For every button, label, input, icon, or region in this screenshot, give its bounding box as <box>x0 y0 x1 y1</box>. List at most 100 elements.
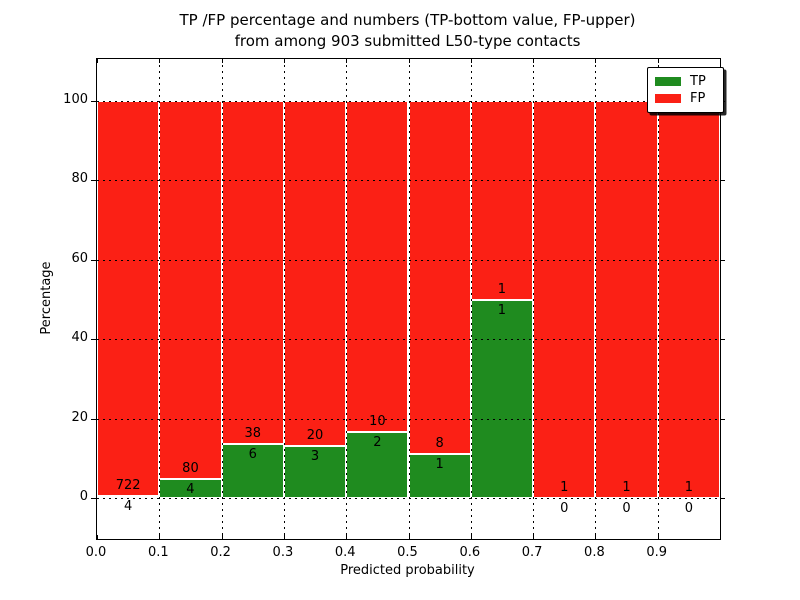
chart-title: TP /FP percentage and numbers (TP-bottom… <box>96 10 719 52</box>
tp-count-label: 1 <box>497 302 507 318</box>
fp-bar-segment <box>533 101 596 498</box>
x-tick <box>408 535 410 539</box>
tp-count-label: 0 <box>560 501 569 516</box>
tp-color-swatch <box>655 77 681 86</box>
x-tick <box>595 59 597 63</box>
x-tick <box>97 59 98 63</box>
x-tick <box>533 59 535 63</box>
y-tick <box>91 498 96 499</box>
tp-count-label: 1 <box>435 456 444 472</box>
tp-count-label: 6 <box>248 446 257 462</box>
fp-bar-segment <box>97 101 160 496</box>
x-tick <box>595 535 597 539</box>
y-tick <box>720 418 725 420</box>
tp-bar-segment <box>470 299 534 498</box>
x-tick <box>221 59 223 63</box>
gridline-v <box>533 59 535 539</box>
y-tick-label: 80 <box>71 171 88 187</box>
tp-count-label: 3 <box>310 449 320 465</box>
x-tick <box>159 535 161 539</box>
tp-count-label: 0 <box>622 501 631 516</box>
fp-color-swatch <box>655 94 681 103</box>
fp-bar-segment <box>657 101 720 498</box>
fp-count-label: 8 <box>435 435 444 451</box>
y-tick-label: 100 <box>63 92 88 107</box>
x-tick <box>159 59 161 63</box>
fp-count-label: 80 <box>182 461 199 477</box>
fp-bar-segment <box>408 101 471 454</box>
gridline-v <box>595 59 597 539</box>
legend: TP FP <box>647 67 724 113</box>
x-tick-label: 0.9 <box>646 545 668 560</box>
fp-count-label: 1 <box>560 480 569 495</box>
x-axis-label: Predicted probability <box>340 563 475 578</box>
y-tick <box>720 180 725 182</box>
tp-bar-segment <box>283 446 347 498</box>
x-tick <box>533 535 535 539</box>
x-tick <box>283 535 285 539</box>
gridline-v <box>159 59 161 539</box>
fp-bar-segment <box>283 101 347 447</box>
gridline-v <box>657 59 659 539</box>
fp-bar-segment <box>470 101 534 300</box>
x-tick-label: 0.2 <box>210 545 231 560</box>
fp-bar-segment <box>221 101 284 444</box>
x-tick-label: 0.7 <box>521 545 543 560</box>
x-tick <box>346 535 348 539</box>
x-tick-label: 0.6 <box>459 545 481 560</box>
fp-count-label: 722 <box>115 477 141 493</box>
x-tick <box>97 535 98 539</box>
gridline-v <box>346 59 348 539</box>
chart-title-line1: TP /FP percentage and numbers (TP-bottom… <box>179 11 636 29</box>
tp-count-label: 4 <box>186 482 195 498</box>
x-tick-label: 0.5 <box>397 545 418 560</box>
fp-count-label: 10 <box>369 413 386 429</box>
fp-count-label: 1 <box>684 480 693 495</box>
y-tick <box>720 259 725 261</box>
y-tick <box>91 418 96 420</box>
y-axis-label: Percentage <box>39 261 54 335</box>
chart-title-line2: from among 903 submitted L50-type contac… <box>234 32 581 50</box>
tp-count-label: 2 <box>373 434 382 450</box>
tp-count-label: 4 <box>124 498 133 514</box>
y-tick-label: 60 <box>71 250 88 266</box>
y-tick <box>91 259 96 261</box>
gridline-v <box>470 59 472 539</box>
x-tick-label: 0.1 <box>147 545 169 560</box>
x-tick-label: 0.8 <box>584 545 605 560</box>
plot-area: TP FP 722 4 80 4 38 6 20 3 10 2 8 1 1 1 1 0 1 0 1 0 <box>91 58 725 540</box>
y-tick-label: 20 <box>71 409 88 425</box>
x-tick-label: 0.3 <box>272 545 294 560</box>
x-tick <box>408 59 410 63</box>
fp-bar-segment <box>159 101 222 480</box>
gridline-v <box>283 59 285 539</box>
gridline-v <box>221 59 223 539</box>
legend-item-fp: FP <box>655 90 723 107</box>
fp-bar-segment <box>595 101 658 498</box>
y-tick <box>720 498 725 499</box>
legend-label-fp: FP <box>690 91 706 106</box>
fp-count-label: 38 <box>244 425 262 441</box>
tp-bar-segment <box>221 443 284 498</box>
y-tick <box>720 339 725 341</box>
legend-item-tp: TP <box>655 73 723 90</box>
y-tick-label: 0 <box>79 489 88 504</box>
y-tick <box>91 339 96 341</box>
fp-count-label: 1 <box>497 281 507 297</box>
x-tick-label: 0.0 <box>85 545 107 560</box>
gridline-v <box>408 59 410 539</box>
fp-count-label: 1 <box>622 480 631 495</box>
x-tick <box>657 59 659 63</box>
x-tick <box>346 59 348 63</box>
y-tick-label: 40 <box>71 330 88 346</box>
y-tick <box>91 180 96 182</box>
x-tick-label: 0.4 <box>334 545 356 560</box>
fp-count-label: 20 <box>306 428 324 444</box>
x-tick <box>470 535 472 539</box>
x-tick <box>283 59 285 63</box>
tp-bar-segment <box>97 495 160 498</box>
x-tick <box>470 59 472 63</box>
y-tick <box>91 101 96 102</box>
tp-count-label: 0 <box>684 501 693 516</box>
